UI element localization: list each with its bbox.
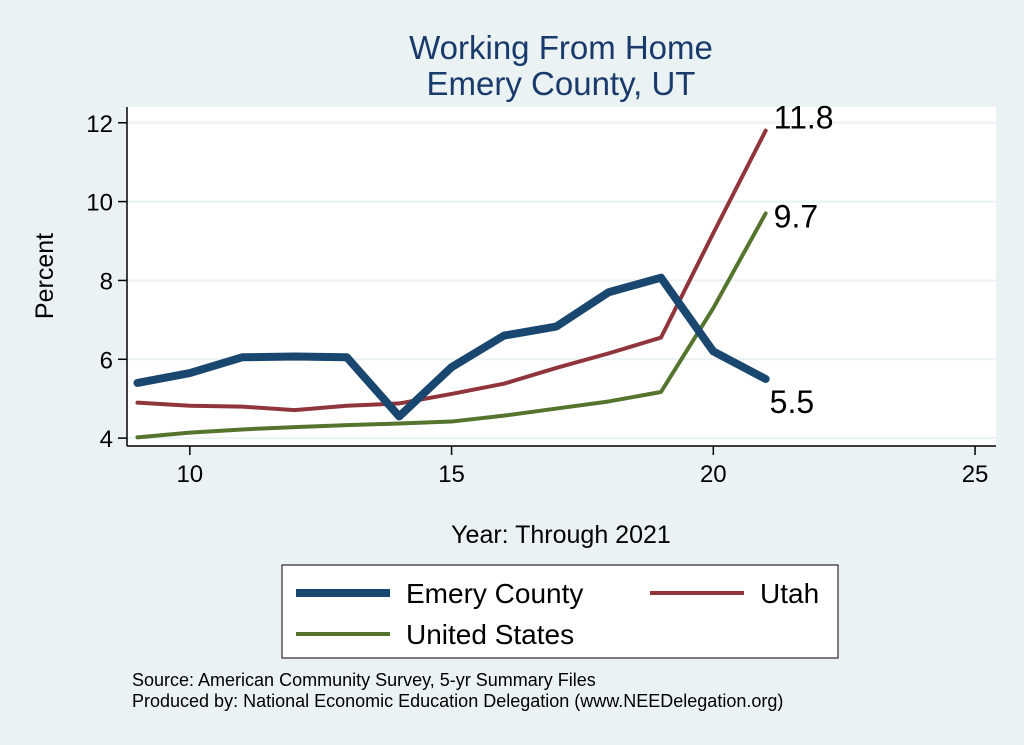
y-tick-label: 8 xyxy=(100,268,113,295)
end-label-united-states: 9.7 xyxy=(774,198,818,234)
y-tick-label: 6 xyxy=(100,347,113,374)
end-label-emery-county: 5.5 xyxy=(770,384,814,420)
y-tick-label: 12 xyxy=(86,111,113,138)
series-line-united-states xyxy=(135,211,768,440)
x-tick-label: 20 xyxy=(700,461,727,488)
produced-by-line: Produced by: National Economic Education… xyxy=(132,691,784,711)
y-axis-label: Percent xyxy=(31,233,59,319)
series-line-utah xyxy=(135,128,768,413)
end-label-utah: 11.8 xyxy=(774,100,834,136)
x-tick-label: 25 xyxy=(962,461,989,488)
chart-subtitle: Emery County, UT xyxy=(427,65,696,102)
legend: Emery County Utah United States xyxy=(281,564,839,659)
source-line: Source: American Community Survey, 5-yr … xyxy=(132,670,596,690)
x-tick-label: 15 xyxy=(438,461,465,488)
source-notes: Source: American Community Survey, 5-yr … xyxy=(132,670,783,712)
legend-label-utah: Utah xyxy=(760,578,819,609)
y-tick-label: 10 xyxy=(86,190,113,217)
legend-label-emery-county: Emery County xyxy=(406,578,583,609)
x-axis-label: Year: Through 2021 xyxy=(451,521,671,549)
series-lines xyxy=(133,128,770,440)
plot-area xyxy=(127,107,996,446)
series-line-emery-county xyxy=(133,273,770,421)
legend-label-united-states: United States xyxy=(406,619,574,650)
x-tick-label: 10 xyxy=(176,461,203,488)
axes: 4 6 8 10 12 10 15 20 25 xyxy=(86,107,996,488)
chart-title: Working From Home xyxy=(409,29,713,66)
end-labels: 5.5 11.8 9.7 xyxy=(770,100,834,420)
line-chart: Working From Home Emery County, UT 4 6 8 10… xyxy=(31,29,996,659)
legend-box xyxy=(281,564,839,659)
y-tick-label: 4 xyxy=(100,426,113,453)
